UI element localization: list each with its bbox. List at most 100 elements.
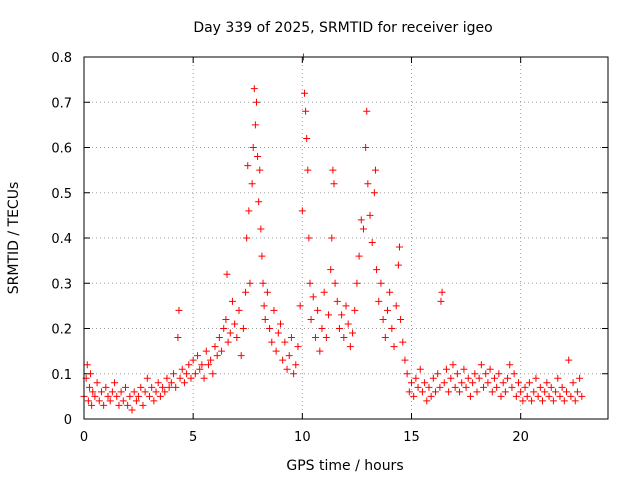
y-tick-label: 0.7 bbox=[51, 96, 72, 111]
data-point bbox=[519, 397, 527, 405]
data-point bbox=[554, 374, 562, 382]
data-point bbox=[368, 239, 376, 247]
data-point bbox=[399, 338, 407, 346]
data-point bbox=[108, 388, 116, 396]
data-point bbox=[152, 388, 160, 396]
data-point bbox=[508, 383, 516, 391]
data-point bbox=[95, 397, 103, 405]
data-point bbox=[285, 352, 293, 360]
data-point bbox=[329, 166, 337, 174]
data-point bbox=[124, 401, 132, 409]
data-point bbox=[320, 288, 328, 296]
data-point bbox=[249, 144, 257, 151]
x-tick-label: 20 bbox=[512, 430, 529, 445]
data-point bbox=[146, 392, 153, 400]
data-point bbox=[322, 334, 330, 342]
data-point bbox=[556, 392, 564, 400]
data-point bbox=[318, 325, 326, 332]
data-point bbox=[301, 89, 309, 97]
data-point bbox=[260, 302, 268, 310]
data-point bbox=[357, 216, 365, 224]
data-point bbox=[172, 383, 180, 391]
data-point bbox=[425, 383, 433, 391]
data-point bbox=[560, 397, 568, 405]
data-point bbox=[128, 406, 136, 414]
data-point bbox=[256, 166, 264, 174]
data-point bbox=[571, 397, 579, 405]
data-point bbox=[523, 392, 531, 400]
data-point bbox=[351, 306, 359, 314]
data-point bbox=[204, 361, 212, 369]
data-point bbox=[91, 392, 99, 400]
data-point bbox=[290, 370, 298, 378]
data-point bbox=[84, 397, 92, 405]
data-point bbox=[475, 374, 483, 382]
data-point bbox=[135, 392, 143, 400]
data-point bbox=[330, 180, 338, 188]
x-tick-label: 5 bbox=[189, 430, 197, 445]
data-point bbox=[340, 334, 348, 342]
data-point bbox=[558, 383, 566, 391]
data-point bbox=[565, 356, 573, 364]
data-point bbox=[442, 365, 450, 373]
data-point bbox=[552, 388, 560, 396]
data-point bbox=[104, 392, 112, 400]
data-point bbox=[211, 343, 219, 351]
data-point bbox=[252, 98, 260, 106]
data-point bbox=[117, 388, 125, 396]
data-point bbox=[405, 388, 413, 396]
data-point bbox=[545, 392, 553, 400]
y-axis-label: SRMTID / TECUs bbox=[6, 182, 22, 295]
data-point bbox=[327, 266, 335, 274]
data-point bbox=[250, 85, 258, 93]
data-point bbox=[281, 338, 289, 346]
data-point bbox=[412, 374, 420, 382]
data-point bbox=[521, 383, 529, 391]
data-point bbox=[488, 388, 496, 396]
data-point bbox=[261, 315, 269, 323]
data-point bbox=[335, 325, 343, 332]
data-point bbox=[525, 379, 533, 387]
data-point bbox=[373, 266, 381, 274]
data-point bbox=[287, 334, 295, 342]
data-point bbox=[223, 270, 231, 278]
data-point bbox=[202, 347, 210, 355]
data-point bbox=[191, 370, 199, 378]
data-point bbox=[231, 320, 239, 328]
data-point bbox=[235, 306, 243, 314]
data-point bbox=[244, 162, 252, 170]
data-point bbox=[423, 397, 431, 405]
y-tick-label: 0 bbox=[64, 413, 72, 428]
data-point bbox=[371, 166, 379, 174]
data-point bbox=[359, 225, 367, 233]
data-point bbox=[517, 388, 525, 396]
data-point bbox=[480, 383, 488, 391]
data-point bbox=[161, 388, 169, 396]
data-point bbox=[388, 325, 396, 332]
data-point bbox=[257, 225, 265, 233]
data-point bbox=[460, 365, 468, 373]
data-point bbox=[482, 370, 490, 378]
data-point bbox=[194, 352, 202, 360]
data-point bbox=[414, 383, 422, 391]
data-point bbox=[381, 334, 389, 342]
data-point bbox=[307, 315, 315, 323]
data-point bbox=[175, 306, 183, 314]
data-point bbox=[512, 392, 520, 400]
data-point bbox=[302, 107, 310, 115]
data-point bbox=[456, 388, 464, 396]
data-point bbox=[493, 383, 501, 391]
data-point bbox=[266, 325, 274, 332]
data-point bbox=[189, 356, 197, 364]
data-point bbox=[362, 144, 370, 151]
data-point bbox=[207, 356, 215, 364]
data-point bbox=[316, 347, 324, 355]
data-point bbox=[97, 388, 105, 396]
data-point bbox=[421, 379, 429, 387]
data-point bbox=[254, 153, 262, 161]
data-point bbox=[130, 388, 138, 396]
data-point bbox=[447, 374, 455, 382]
data-point bbox=[100, 401, 108, 409]
data-point bbox=[403, 370, 411, 378]
